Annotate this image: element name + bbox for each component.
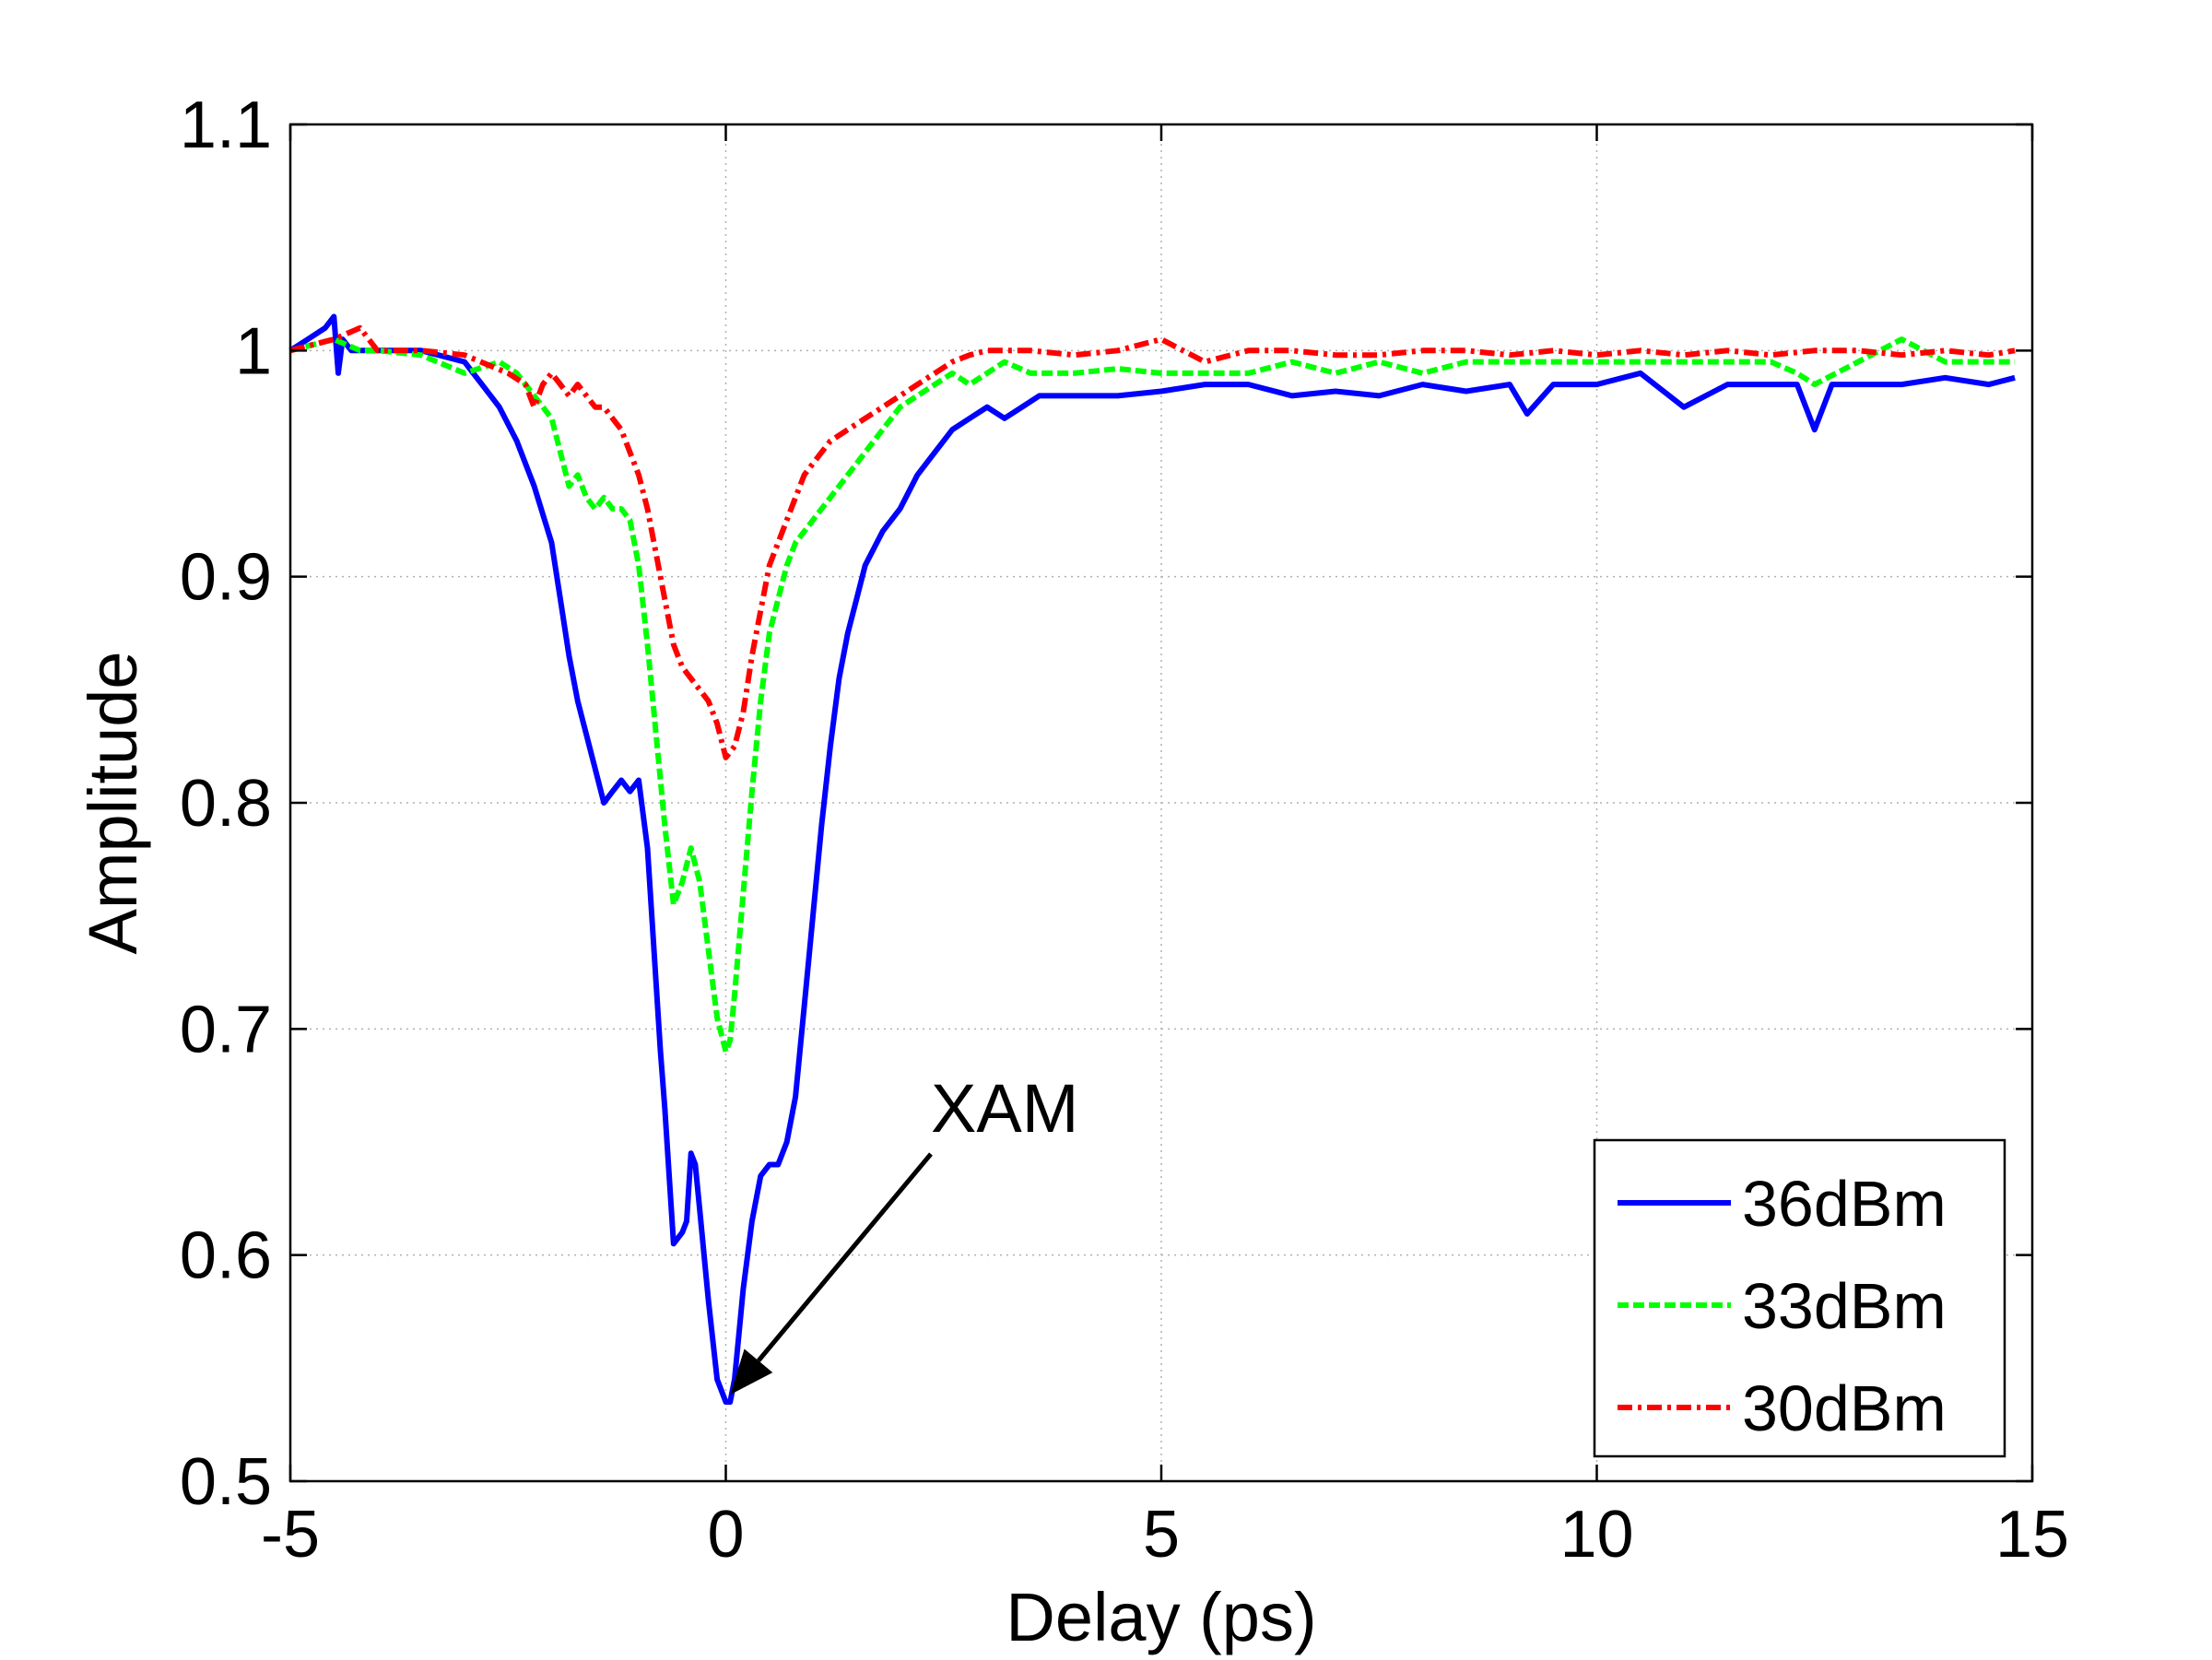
- y-tick-label: 0.6: [180, 1219, 272, 1293]
- legend-label-33dBm: 33dBm: [1742, 1270, 1947, 1342]
- series-line-36dBm: [288, 313, 2016, 1406]
- annotation-layer: XAM: [730, 1070, 1078, 1395]
- annotation-arrow-shaft: [757, 1152, 933, 1362]
- y-tick-label: 0.5: [180, 1445, 272, 1519]
- y-tick-label: 1: [235, 314, 272, 388]
- annotation-arrow-head: [730, 1348, 773, 1395]
- x-tick-label: 10: [1559, 1498, 1633, 1572]
- series-layer: [288, 313, 2016, 1406]
- x-tick-label: -5: [261, 1498, 320, 1572]
- legend-label-36dBm: 36dBm: [1742, 1168, 1947, 1240]
- annotation-text: XAM: [931, 1070, 1078, 1147]
- legend: 36dBm 33dBm 30dBm: [1593, 1138, 2006, 1458]
- x-axis-title: Delay (ps): [1006, 1579, 1316, 1655]
- x-tick-label: 5: [1143, 1498, 1180, 1572]
- x-tick-label: 15: [1995, 1498, 2069, 1572]
- tick-layer: [288, 123, 2034, 1483]
- y-tick-label: 1.1: [180, 88, 272, 162]
- grid-layer: [289, 124, 2033, 1482]
- y-tick-label: 0.8: [180, 767, 272, 841]
- y-axis-title: Amplitude: [75, 651, 151, 954]
- x-tick-label: 0: [707, 1498, 744, 1572]
- y-tick-label: 0.9: [180, 541, 272, 615]
- series-line-30dBm: [289, 324, 2016, 760]
- y-tick-label: 0.7: [180, 993, 272, 1066]
- label-layer: -5 0 5 10 15 0.5 0.6 0.7 0.8 0.9 1 1.1: [180, 88, 2069, 1572]
- legend-box: [1593, 1138, 2006, 1458]
- legend-label-30dBm: 30dBm: [1742, 1372, 1947, 1444]
